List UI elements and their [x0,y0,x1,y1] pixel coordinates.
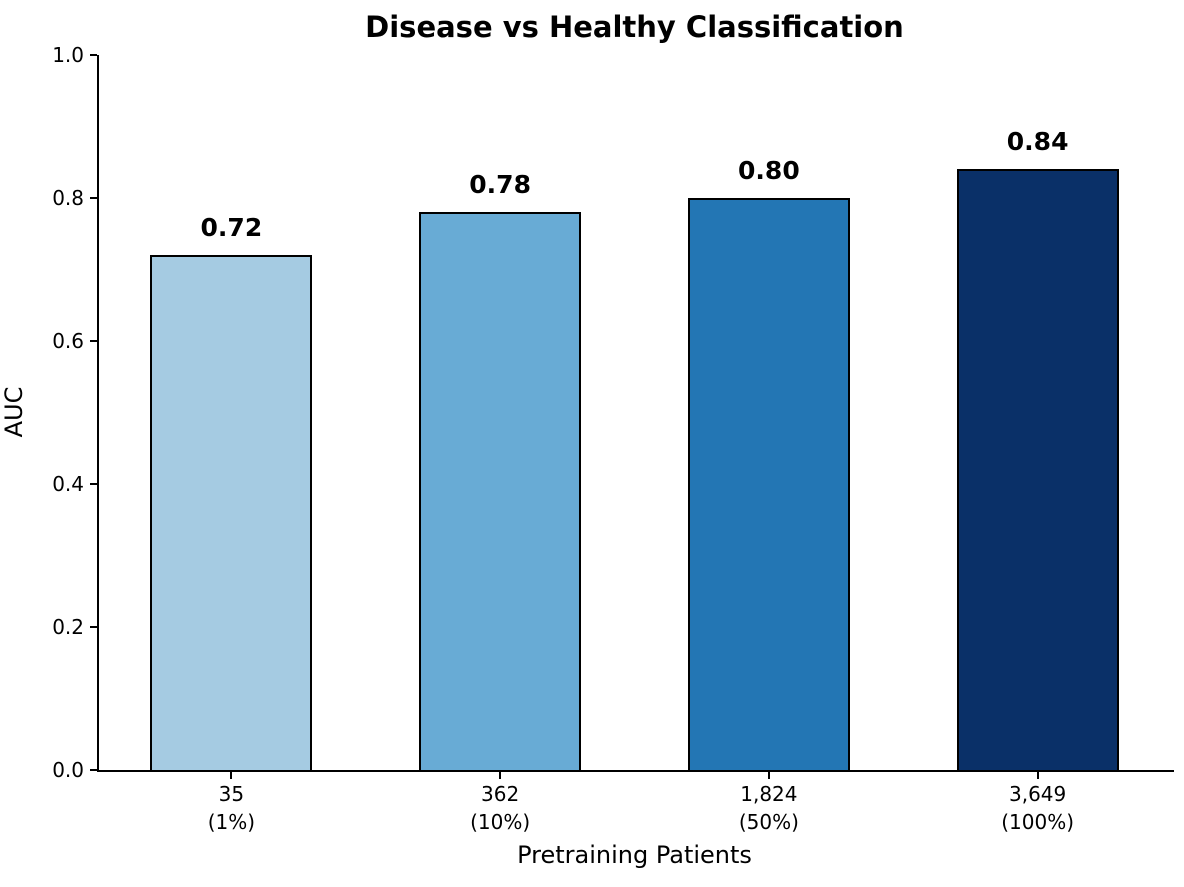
x-tick-label: 362 (10%) [470,780,530,836]
bar [956,169,1119,770]
y-tick-label: 0.0 [52,758,84,782]
y-tick-label: 1.0 [52,43,84,67]
x-tick-mark [499,772,502,779]
y-tick-mark [90,626,97,628]
y-tick-mark [90,340,97,342]
x-tick-mark [1036,772,1039,779]
bar-value-label: 0.80 [738,156,800,185]
x-tick-percent: (100%) [1001,810,1075,834]
y-tick-label: 0.4 [52,472,84,496]
x-tick-count: 1,824 [740,782,798,806]
x-tick-count: 35 [218,782,245,806]
x-axis-label: Pretraining Patients [517,841,752,869]
chart-title: Disease vs Healthy Classification [365,10,904,44]
y-tick-label: 0.8 [52,186,84,210]
bar-value-label: 0.72 [200,213,263,243]
y-tick-mark [90,54,97,56]
bar [687,198,850,770]
y-tick-label: 0.6 [52,329,84,353]
bar-value-label: 0.78 [469,170,531,200]
x-tick-label: 1,824 (50%) [739,780,799,836]
x-tick-mark [767,772,770,779]
y-tick-mark [90,769,97,771]
bar-value-label: 0.84 [1006,127,1069,157]
plot-area [97,55,1174,772]
x-tick-count: 362 [481,782,520,806]
x-tick-percent: (50%) [738,810,799,834]
x-tick-percent: (10%) [470,810,531,834]
y-axis-label: AUC [0,386,28,438]
x-tick-percent: (1%) [207,810,256,834]
x-tick-mark [230,772,233,779]
y-tick-mark [90,483,97,485]
bar [419,212,582,770]
y-tick-label: 0.2 [52,615,84,639]
x-tick-label: 35 (1%) [208,780,255,836]
x-tick-count: 3,649 [1008,782,1067,806]
x-tick-label: 3,649 (100%) [1001,780,1074,836]
bar [150,255,313,770]
y-tick-mark [90,197,97,199]
